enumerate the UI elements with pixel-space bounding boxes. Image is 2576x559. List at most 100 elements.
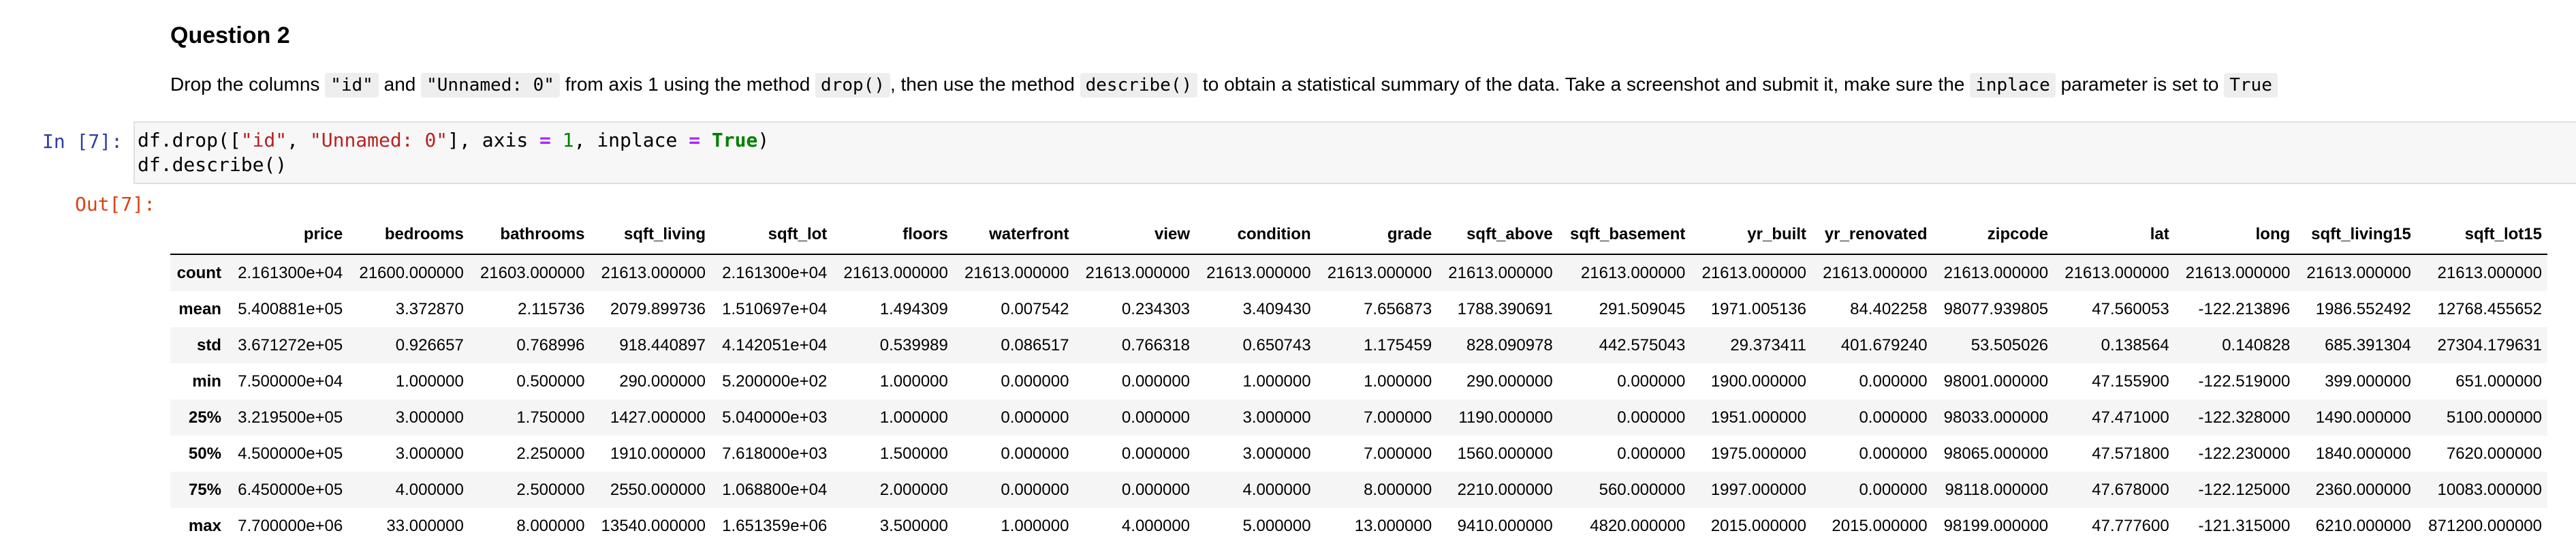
- row-label: count: [176, 263, 221, 282]
- table-cell: 4.000000: [1242, 480, 1311, 499]
- table-cell: 2.115736: [518, 299, 585, 318]
- table-cell: 1951.000000: [1710, 408, 1806, 427]
- table-cell: 2.000000: [879, 480, 948, 499]
- column-header: floors: [832, 215, 954, 255]
- output-prompt: Out[7]:: [74, 193, 155, 215]
- table-cell: 0.000000: [1121, 408, 1191, 427]
- table-cell: 1986.552492: [2315, 299, 2411, 318]
- table-cell: 0.000000: [1001, 408, 1069, 427]
- code-token: True: [711, 129, 758, 151]
- table-cell: 401.679240: [1840, 335, 1928, 354]
- table-cell: 685.391304: [2325, 335, 2411, 354]
- table-cell: 0.234303: [1121, 299, 1191, 318]
- code-token: df.drop([: [138, 129, 241, 151]
- table-cell: 3.000000: [395, 408, 464, 427]
- table-cell: 0.000000: [1859, 444, 1928, 463]
- code-editor[interactable]: df.drop(["id", "Unnamed: 0"], axis = 1, …: [133, 121, 2576, 184]
- table-cell: 1.750000: [516, 408, 585, 427]
- table-cell: 21613.000000: [843, 263, 948, 282]
- input-prompt: In [7]:: [42, 130, 123, 153]
- table-cell: 1427.000000: [610, 408, 706, 427]
- table-cell: 21613.000000: [1823, 263, 1928, 282]
- table-cell: 0.000000: [1617, 372, 1686, 391]
- column-header: long: [2174, 215, 2296, 255]
- row-label: max: [188, 516, 221, 535]
- table-cell: 0.140828: [2222, 335, 2291, 354]
- code-token: ,: [287, 129, 310, 151]
- instruction-text: and: [378, 74, 422, 95]
- table-cell: 21613.000000: [1206, 263, 1311, 282]
- index-header: [170, 215, 227, 255]
- table-cell: 0.000000: [1859, 480, 1928, 499]
- table-cell: 2.500000: [516, 480, 585, 499]
- table-cell: 21613.000000: [1943, 263, 2049, 282]
- table-cell: 33.000000: [386, 516, 464, 535]
- table-cell: 0.000000: [1001, 480, 1069, 499]
- table-cell: 1975.000000: [1710, 444, 1806, 463]
- row-label: mean: [178, 299, 221, 318]
- inline-code: True: [2224, 73, 2278, 97]
- table-cell: 13.000000: [1354, 516, 1432, 535]
- code-token: ): [757, 129, 770, 151]
- table-cell: 0.007542: [1001, 299, 1069, 318]
- table-cell: -121.315000: [2198, 516, 2291, 535]
- column-header: waterfront: [953, 215, 1075, 255]
- table-cell: 7.500000e+04: [238, 372, 343, 391]
- column-header: price: [226, 215, 349, 255]
- table-body: count 2.161300e+04 21600.000000 21603.00000…: [170, 254, 2547, 544]
- table-cell: 7.656873: [1364, 299, 1432, 318]
- code-token: , inplace: [574, 129, 689, 151]
- table-cell: 1910.000000: [610, 444, 706, 463]
- code-token: 1: [562, 129, 574, 151]
- instruction-text: , then use the method: [890, 74, 1080, 95]
- table-cell: 0.000000: [1617, 444, 1686, 463]
- row-label: 75%: [188, 480, 221, 499]
- table-cell: 21613.000000: [2306, 263, 2411, 282]
- table-cell: 47.560053: [2092, 299, 2169, 318]
- table-cell: 290.000000: [1466, 372, 1553, 391]
- table-row: std 3.671272e+05 0.926657 0.768996 918.44089…: [170, 327, 2547, 363]
- column-header: bedrooms: [348, 215, 469, 255]
- table-cell: 53.505026: [1970, 335, 2049, 354]
- table-cell: 21613.000000: [2185, 263, 2291, 282]
- column-header: yr_built: [1691, 215, 1812, 255]
- table-cell: 98199.000000: [1943, 516, 2049, 535]
- table-cell: 1971.005136: [1710, 299, 1806, 318]
- table-cell: 3.671272e+05: [238, 335, 343, 354]
- table-cell: 1.068800e+04: [722, 480, 828, 499]
- table-cell: 98065.000000: [1943, 444, 2049, 463]
- table-cell: 21613.000000: [1701, 263, 1806, 282]
- table-cell: 13540.000000: [601, 516, 706, 535]
- table-cell: 1.000000: [879, 408, 948, 427]
- table-cell: 6210.000000: [2315, 516, 2411, 535]
- table-cell: 5.040000e+03: [722, 408, 828, 427]
- table-cell: 3.000000: [1242, 408, 1311, 427]
- table-cell: 98077.939805: [1943, 299, 2049, 318]
- row-label: 50%: [188, 444, 221, 463]
- table-cell: 3.000000: [1242, 444, 1311, 463]
- table-cell: 5.200000e+02: [722, 372, 828, 391]
- table-cell: 5.400881e+05: [238, 299, 343, 318]
- column-header: sqft_living: [590, 215, 711, 255]
- table-cell: 3.409430: [1242, 299, 1311, 318]
- column-header: sqft_lot15: [2416, 215, 2547, 255]
- code-token: =: [689, 129, 701, 151]
- table-cell: -122.230000: [2198, 444, 2291, 463]
- table-cell: 21613.000000: [1580, 263, 1686, 282]
- table-cell: 21613.000000: [601, 263, 706, 282]
- inline-code: describe(): [1080, 73, 1198, 97]
- instruction-text: from axis 1 using the method: [559, 74, 816, 95]
- table-cell: 0.000000: [1121, 372, 1191, 391]
- table-cell: 1.494309: [879, 299, 948, 318]
- table-cell: 21613.000000: [964, 263, 1069, 282]
- describe-output-table: price bedrooms bathrooms sqft_living sqft_lo…: [170, 215, 2547, 544]
- table-row: 25% 3.219500e+05 3.000000 1.750000 1427.0000…: [170, 399, 2547, 436]
- table-cell: 2.161300e+04: [238, 263, 343, 282]
- instruction-text: parameter is set to: [2055, 74, 2225, 95]
- column-header: sqft_lot: [711, 215, 833, 255]
- table-cell: 6.450000e+05: [238, 480, 343, 499]
- table-cell: 47.471000: [2092, 408, 2169, 427]
- table-cell: 47.155900: [2092, 372, 2169, 391]
- code-token: df.describe(): [138, 153, 287, 176]
- table-cell: 21613.000000: [1085, 263, 1191, 282]
